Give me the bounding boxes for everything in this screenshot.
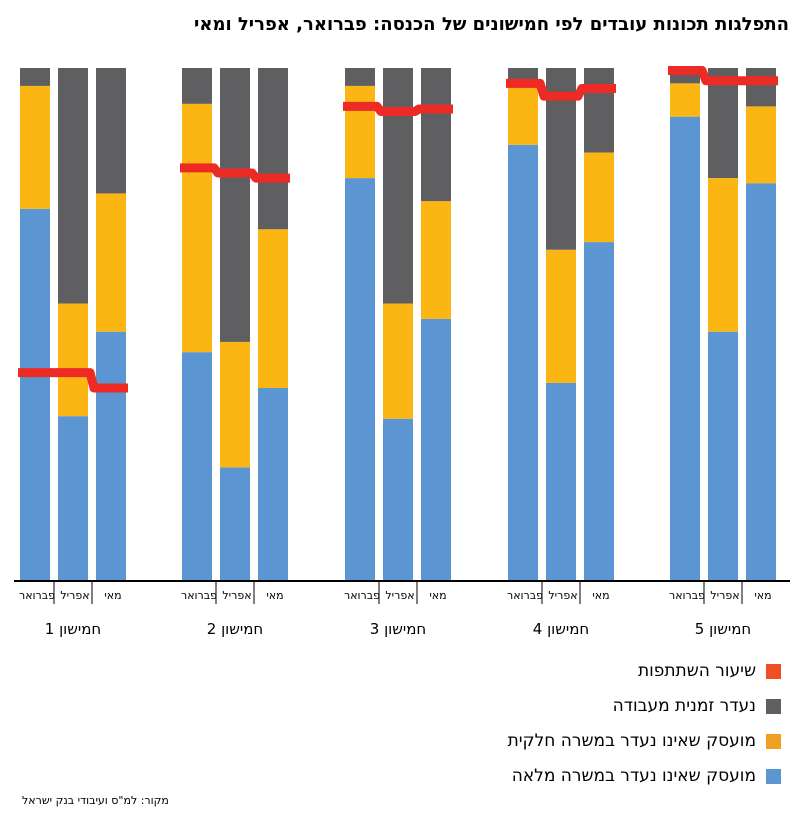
participation-line [343,101,453,117]
legend-item-part-time: מועסק שאינו נעדר במשרה חלקית [507,731,781,751]
legend-label: מועסק שאינו נעדר במשרה חלקית [507,731,756,751]
month-tick-label: פברואר [19,589,55,602]
group-label: חמישון 2 [207,620,263,638]
bar-segment-part-time [258,229,288,388]
bar-segment-absent [58,68,88,304]
bar-segment-part-time [546,249,576,383]
participation-line [668,66,778,86]
bar-segment-full-time [508,144,538,581]
month-tick-label: אפריל [548,589,577,602]
month-tick-label: אפריל [710,589,739,602]
bar-segment-part-time [96,193,126,332]
bar-segment-absent [746,68,776,107]
bar-segment-part-time [383,303,413,419]
bar-segment-absent [182,68,212,104]
chart-title: התפלגות תכונות עובדים לפי חמישונים של הכ… [194,14,789,35]
bar-segment-part-time [708,178,738,332]
month-tick-label: מאי [266,589,283,602]
bar-segment-full-time [546,382,576,580]
month-tick-label: פברואר [181,589,217,602]
participation-line [506,78,616,101]
bar-segment-absent [96,68,126,194]
bar-segment-full-time [220,467,250,580]
bar-segment-part-time [584,152,614,243]
stacked-bar-chart: פברואר אפריל מאי חמישון 1 פברואר אפריל מאי חמיש… [14,66,790,638]
bar-segment-absent [708,68,738,179]
legend-item-absent: נעדר זמנית מעבודה [508,696,781,716]
bar-segment-full-time [182,352,212,580]
participation-line [180,163,290,183]
bar-segment-part-time [746,106,776,184]
month-tick-label: מאי [104,589,121,602]
bar-segment-absent [383,68,413,304]
month-tick-label: מאי [429,589,446,602]
bar-segment-full-time [383,418,413,580]
bar-segment-full-time [708,331,738,580]
legend-swatch [766,733,781,749]
legend: שיעור השתתפות נעדר זמנית מעבודה מועסק שאינ… [507,661,781,802]
bar-segment-absent [20,68,50,86]
legend-swatch [766,663,781,679]
month-tick-label: אפריל [385,589,414,602]
bar-segment-absent [220,68,250,342]
month-tick-label: אפריל [60,589,89,602]
bar-segment-full-time [670,116,700,580]
legend-swatch [766,698,781,714]
bar-segment-absent [584,68,614,153]
group-label: חמישון 5 [695,620,751,638]
source-note: מקור: למ"ס ועיבודי בנק ישראל [22,794,169,807]
bar-segment-full-time [96,331,126,580]
month-tick-label: אפריל [222,589,251,602]
month-tick-label: מאי [754,589,771,602]
bar-segment-full-time [20,208,50,581]
legend-item-participation: שיעור השתתפות [508,661,781,681]
legend-label: שיעור השתתפות [637,661,756,681]
month-tick-label: פברואר [669,589,705,602]
month-tick-label: פברואר [344,589,380,602]
bar-segment-absent [421,68,451,202]
month-tick-label: פברואר [507,589,543,602]
group-label: חמישון 3 [370,620,426,638]
bar-segment-full-time [746,183,776,580]
bar-segment-part-time [220,341,250,468]
bar-segment-full-time [258,388,288,580]
group-label: חמישון 1 [45,620,101,638]
month-tick-label: מאי [592,589,609,602]
bar-segment-part-time [20,85,50,209]
bar-segment-full-time [584,242,614,580]
legend-swatch [766,768,781,784]
bar-segment-part-time [670,83,700,117]
legend-label: מועסק שאינו נעדר במשרה מלאה [511,766,756,786]
bar-segment-part-time [182,103,212,353]
bar-segment-full-time [421,318,451,580]
bar-segment-full-time [345,178,375,580]
bar-segment-part-time [345,85,375,179]
bar-segment-full-time [58,416,88,580]
bar-segment-part-time [508,85,538,145]
bar-segment-absent [345,68,375,86]
participation-line [18,368,128,393]
legend-item-full-time: מועסק שאינו נעדר במשרה מלאה [508,766,781,786]
bar-segment-absent [258,68,288,230]
bar-segment-part-time [58,303,88,417]
bar-segment-part-time [421,201,451,319]
group-label: חמישון 4 [533,620,589,638]
legend-label: נעדר זמנית מעבודה [612,696,756,716]
